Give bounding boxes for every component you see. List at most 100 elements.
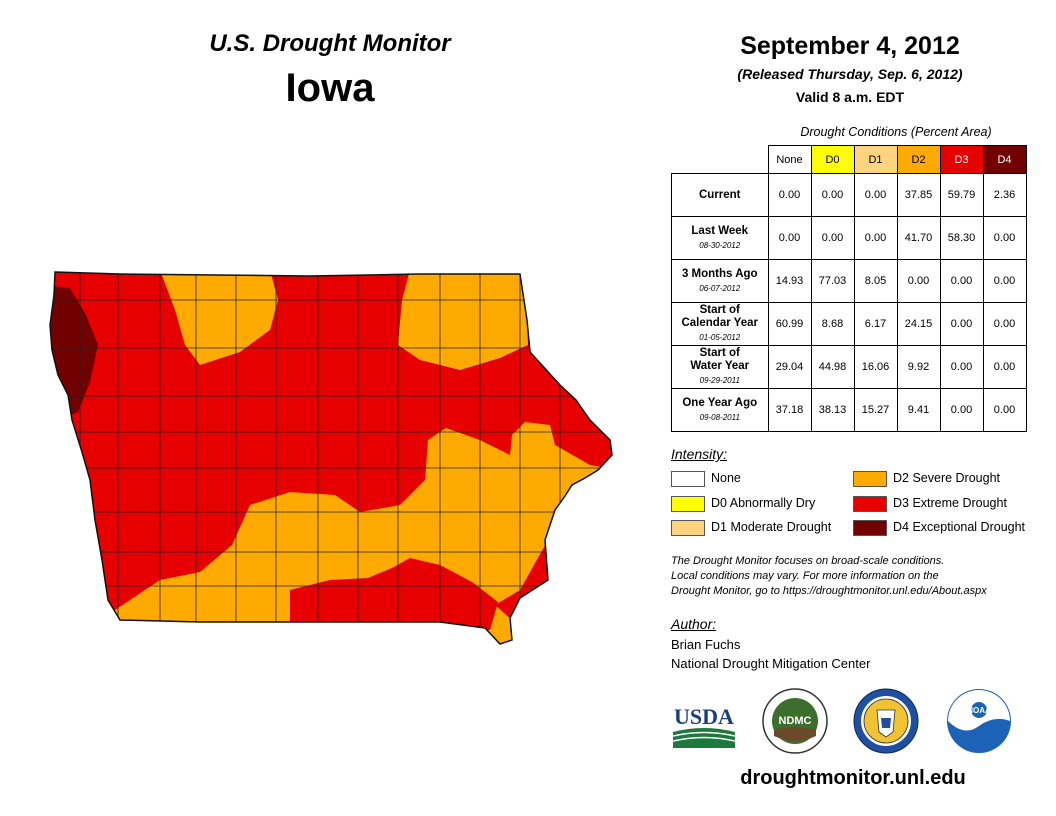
table-cell: 0.00 — [810, 216, 855, 260]
legend-label: D0 Abnormally Dry — [711, 496, 816, 510]
table-cell: 2.36 — [982, 173, 1027, 217]
d2-northeast-area — [398, 272, 528, 370]
commerce-seal-logo — [853, 688, 919, 754]
row-label: Start of Calendar Year 01-05-2012 — [671, 302, 769, 346]
d2-north-central-area — [160, 272, 278, 365]
table-cell: 14.93 — [767, 259, 812, 303]
row-label-text-2: Water Year — [690, 360, 750, 372]
table-cell: 15.27 — [853, 388, 898, 432]
table-cell: 58.30 — [939, 216, 984, 260]
state-outline — [49, 271, 613, 645]
row-label: 3 Months Ago 06-07-2012 — [671, 259, 769, 303]
release-date: (Released Thursday, Sep. 6, 2012) — [737, 66, 963, 82]
table-cell: 44.98 — [810, 345, 855, 389]
table-cell: 0.00 — [939, 388, 984, 432]
legend-label: D2 Severe Drought — [893, 471, 1001, 485]
table-cell: 41.70 — [896, 216, 941, 260]
drought-conditions-table: None D0 D1 D2 D3 D4 Current 0.00 0.00 0.… — [671, 145, 1027, 432]
row-label-text: Start of — [699, 347, 740, 359]
table-cell: 0.00 — [939, 302, 984, 346]
table-cell: 37.85 — [896, 173, 941, 217]
iowa-drought-map — [49, 271, 613, 645]
ndmc-logo-text: NDMC — [779, 715, 812, 727]
author-title: Author: — [671, 616, 717, 632]
info-note: The Drought Monitor focuses on broad-sca… — [671, 554, 1051, 599]
note-line: The Drought Monitor focuses on broad-sca… — [671, 555, 945, 567]
row-label-text-2: Calendar Year — [681, 317, 758, 329]
col-header-d0: D0 — [810, 145, 855, 174]
legend-swatch — [853, 496, 887, 512]
noaa-logo: NOAA — [947, 689, 1011, 753]
col-header-d1: D1 — [853, 145, 898, 174]
table-cell: 8.05 — [853, 259, 898, 303]
note-line: Drought Monitor, go to https://droughtmo… — [671, 585, 987, 597]
legend-swatch — [853, 471, 887, 487]
col-header-none: None — [767, 145, 812, 174]
table-cell: 59.79 — [939, 173, 984, 217]
row-date: 09-08-2011 — [699, 412, 740, 422]
table-row: Last Week 08-30-2012 0.00 0.00 0.00 41.70… — [671, 216, 1027, 260]
table-cell: 0.00 — [767, 173, 812, 217]
table-cell: 9.41 — [896, 388, 941, 432]
legend-label: D4 Exceptional Drought — [893, 520, 1026, 534]
table-cell: 16.06 — [853, 345, 898, 389]
table-cell: 0.00 — [939, 345, 984, 389]
row-label: One Year Ago 09-08-2011 — [671, 388, 769, 432]
legend-title: Intensity: — [671, 446, 728, 462]
row-label: Current — [671, 173, 769, 217]
drought-areas — [50, 272, 612, 644]
row-label-text: 3 Months Ago — [681, 267, 758, 280]
table-cell: 60.99 — [767, 302, 812, 346]
noaa-logo-text: NOAA — [967, 706, 991, 715]
row-label-text: One Year Ago — [682, 396, 758, 409]
table-cell: 77.03 — [810, 259, 855, 303]
table-cell: 0.00 — [982, 302, 1027, 346]
table-row: One Year Ago 09-08-2011 37.18 38.13 15.27… — [671, 388, 1027, 432]
table-cell: 8.68 — [810, 302, 855, 346]
table-cell: 0.00 — [896, 259, 941, 303]
table-row: Start of Water Year 09-29-2011 29.04 44.98… — [671, 345, 1027, 389]
ndmc-logo: NDMC — [762, 688, 828, 754]
d3-south-area — [290, 558, 498, 630]
row-label-text: Current — [698, 188, 741, 201]
legend-label: D1 Moderate Drought — [711, 520, 832, 534]
row-label-text: Start of — [699, 304, 740, 316]
legend-swatch — [671, 496, 705, 512]
row-label: Last Week 08-30-2012 — [671, 216, 769, 260]
col-header-d2: D2 — [896, 145, 941, 174]
table-row: Start of Calendar Year 01-05-2012 60.99 8.… — [671, 302, 1027, 346]
table-caption: Drought Conditions (Percent Area) — [800, 125, 992, 139]
legend-swatch — [671, 520, 705, 536]
table-cell: 0.00 — [982, 388, 1027, 432]
row-date: 06-07-2012 — [699, 283, 741, 293]
table-cell: 0.00 — [853, 173, 898, 217]
map-date: September 4, 2012 — [740, 32, 960, 60]
table-cell: 0.00 — [810, 173, 855, 217]
legend-swatch — [671, 471, 705, 487]
table-cell: 37.18 — [767, 388, 812, 432]
table-cell: 0.00 — [853, 216, 898, 260]
table-cell: 0.00 — [767, 216, 812, 260]
row-date: 01-05-2012 — [699, 333, 741, 342]
author-name: Brian Fuchs — [671, 637, 741, 652]
table-cell: 9.92 — [896, 345, 941, 389]
site-url[interactable]: droughtmonitor.unl.edu — [740, 767, 966, 789]
table-cell: 0.00 — [939, 259, 984, 303]
state-title: Iowa — [285, 66, 375, 110]
table-cell: 24.15 — [896, 302, 941, 346]
col-header-d4: D4 — [982, 145, 1027, 174]
table-cell: 29.04 — [767, 345, 812, 389]
table-row: Current 0.00 0.00 0.00 37.85 59.79 2.36 — [671, 173, 1027, 217]
table-corner — [671, 145, 768, 174]
map-title: U.S. Drought Monitor — [209, 30, 451, 57]
table-cell: 0.00 — [982, 259, 1027, 303]
table-cell: 6.17 — [853, 302, 898, 346]
legend-swatch — [853, 520, 887, 536]
row-date: 08-30-2012 — [699, 240, 741, 250]
legend-label: None — [711, 471, 741, 485]
usda-logo: USDA — [672, 704, 736, 748]
row-date: 09-29-2011 — [699, 376, 740, 385]
table-row: 3 Months Ago 06-07-2012 14.93 77.03 8.05 … — [671, 259, 1027, 303]
row-label: Start of Water Year 09-29-2011 — [671, 345, 769, 389]
note-line: Local conditions may vary. For more info… — [671, 570, 939, 582]
